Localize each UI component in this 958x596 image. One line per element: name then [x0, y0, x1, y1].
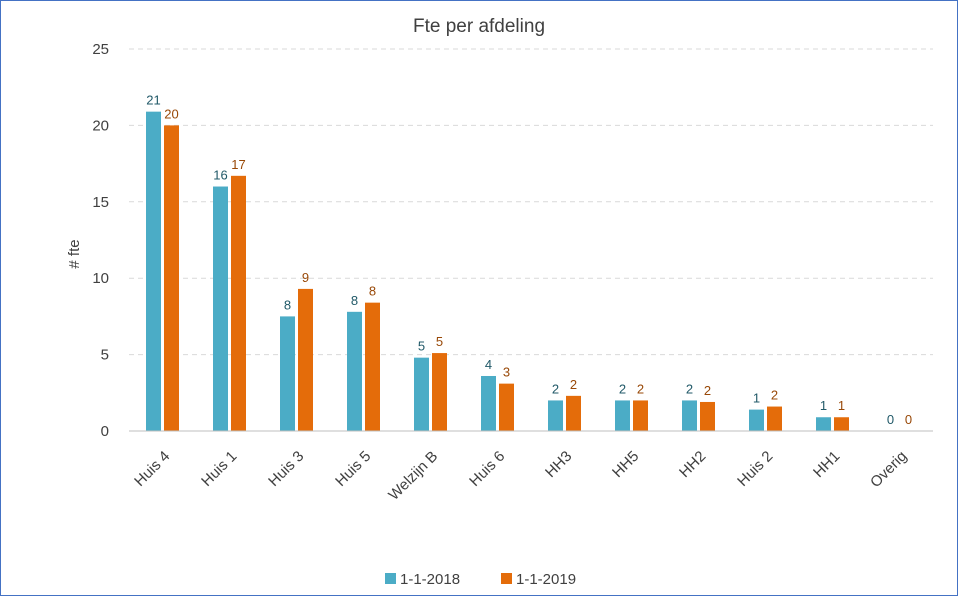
bar [816, 417, 831, 431]
data-label: 4 [485, 357, 492, 372]
data-label: 1 [820, 398, 827, 413]
x-tick-label: HH3 [542, 448, 575, 481]
data-label: 8 [351, 293, 358, 308]
x-axis-ticks: Huis 4 Huis 1 Huis 3 Huis 5 Welzijn B Huis 6 H… [131, 448, 910, 504]
data-label: 0 [905, 412, 912, 427]
x-tick-label: Huis 5 [332, 448, 374, 490]
bar [548, 400, 563, 431]
data-label: 21 [146, 93, 160, 108]
data-label: 2 [686, 381, 693, 396]
x-tick-label: HH5 [609, 448, 642, 481]
chart-title: Fte per afdeling [413, 16, 545, 37]
data-label: 5 [418, 339, 425, 354]
data-label: 2 [771, 388, 778, 403]
x-tick-label: Huis 3 [265, 448, 307, 490]
x-tick-label: Overig [867, 448, 910, 491]
y-axis-label: # fte [66, 239, 83, 268]
bar [231, 175, 246, 431]
data-label: 2 [637, 381, 644, 396]
data-label: 8 [284, 297, 291, 312]
data-label: 17 [231, 157, 245, 172]
data-label: 5 [436, 334, 443, 349]
data-label: 9 [302, 270, 309, 285]
x-tick-label: Huis 4 [131, 448, 173, 490]
x-tick-label: Huis 2 [734, 448, 776, 490]
bar [298, 288, 313, 431]
bar [700, 401, 715, 431]
bar [280, 316, 295, 431]
data-label: 2 [552, 381, 559, 396]
data-label: 0 [887, 412, 894, 427]
bar [146, 111, 161, 431]
data-label: 3 [503, 365, 510, 380]
x-tick-label: Huis 6 [466, 448, 508, 490]
data-label: 2 [704, 383, 711, 398]
legend-entry: 1-1-2019 [516, 571, 576, 588]
y-tick-label: 15 [92, 194, 109, 211]
data-label: 1 [753, 391, 760, 406]
y-tick-label: 10 [92, 270, 109, 287]
legend-swatch [385, 573, 396, 584]
data-label: 1 [838, 398, 845, 413]
y-tick-label: 25 [92, 41, 109, 58]
x-tick-label: HH1 [810, 448, 843, 481]
legend-swatch [501, 573, 512, 584]
x-tick-label: Huis 1 [198, 448, 240, 490]
bar [633, 400, 648, 431]
bar [682, 400, 697, 431]
gridlines [129, 48, 933, 356]
x-tick-label: HH2 [676, 448, 709, 481]
data-label: 2 [570, 377, 577, 392]
data-label: 8 [369, 284, 376, 299]
bar [834, 417, 849, 431]
bar [566, 395, 581, 431]
bar [414, 357, 429, 431]
bar [164, 125, 179, 432]
y-tick-label: 0 [101, 423, 109, 440]
data-label: 20 [164, 106, 178, 121]
bar [767, 406, 782, 431]
bar [365, 302, 380, 431]
legend-entry: 1-1-2018 [400, 571, 460, 588]
bar [749, 409, 764, 431]
bar [615, 400, 630, 431]
bar [432, 353, 447, 431]
bar [481, 375, 496, 431]
data-label: 2 [619, 381, 626, 396]
data-label: 16 [213, 168, 227, 183]
y-axis-ticks: 0 5 10 15 20 25 [92, 41, 109, 440]
bar [499, 383, 514, 431]
y-tick-label: 5 [101, 347, 109, 364]
bar [347, 311, 362, 431]
legend: 1-1-2018 1-1-2019 [385, 571, 576, 588]
bars [146, 111, 849, 432]
x-tick-label: Welzijn B [385, 448, 441, 504]
bar [213, 186, 228, 431]
y-tick-label: 20 [92, 117, 109, 134]
